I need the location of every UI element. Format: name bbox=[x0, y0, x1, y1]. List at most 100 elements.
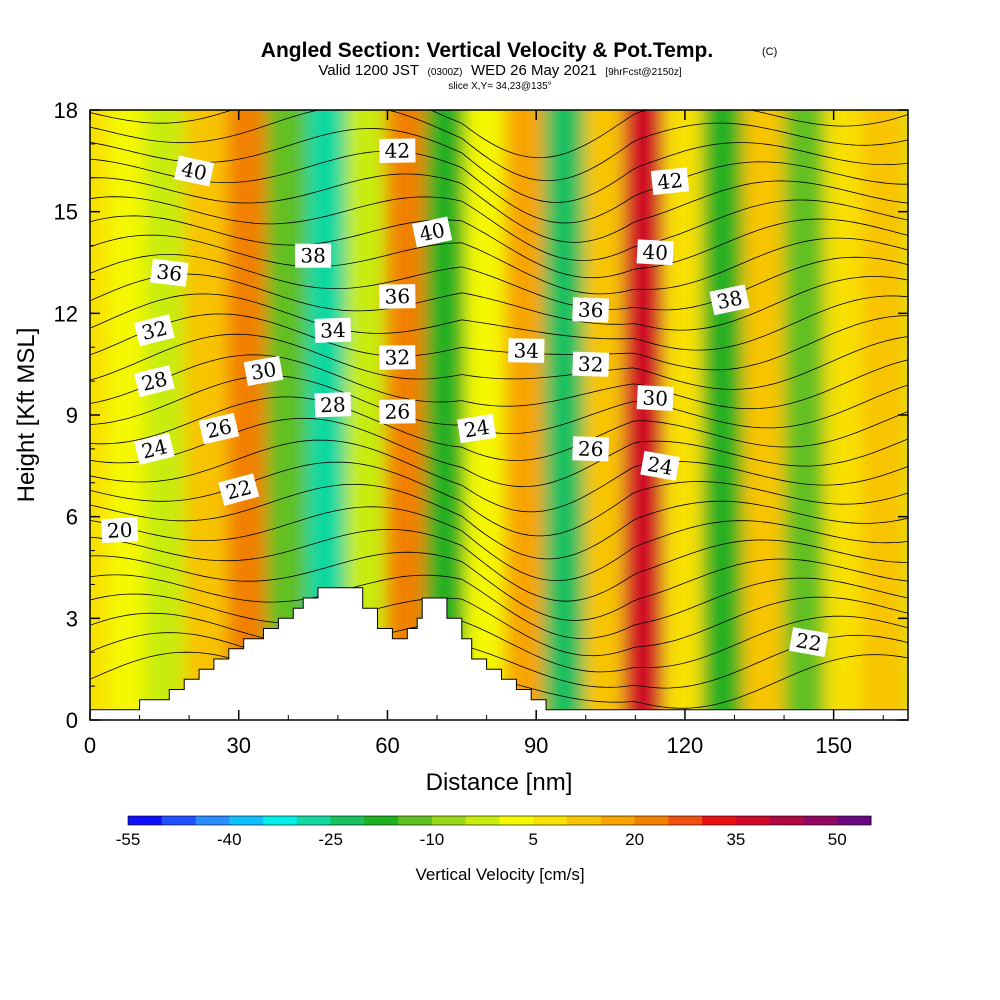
contour-label: 22 bbox=[218, 473, 260, 506]
colorbar-swatch bbox=[128, 816, 163, 825]
velocity-column bbox=[90, 110, 112, 720]
theta-contour-line bbox=[90, 173, 908, 243]
contour-label: 42 bbox=[650, 167, 690, 196]
contour-label: 26 bbox=[379, 399, 416, 424]
colorbar-swatch bbox=[161, 816, 197, 825]
contour-label-text: 38 bbox=[715, 285, 745, 314]
contour-label: 36 bbox=[379, 284, 416, 309]
velocity-column bbox=[702, 110, 747, 720]
colorbar-swatch bbox=[364, 816, 399, 825]
colorbar-swatch bbox=[634, 816, 669, 825]
theta-contour-line bbox=[90, 110, 908, 181]
contour-label: 42 bbox=[379, 138, 416, 164]
contour-label: 26 bbox=[572, 436, 610, 462]
theta-contour-line bbox=[90, 612, 908, 673]
contour-label-text: 30 bbox=[642, 385, 669, 410]
velocity-column bbox=[742, 110, 789, 720]
colorbar-swatch bbox=[600, 816, 636, 825]
theta-contour-line bbox=[90, 396, 908, 461]
contour-label: 36 bbox=[149, 258, 189, 287]
colorbar-swatch bbox=[398, 816, 433, 825]
contour-label: 24 bbox=[640, 450, 680, 481]
colorbar-tick-label: -40 bbox=[217, 830, 242, 849]
colorbar-tick-label: -10 bbox=[420, 830, 445, 849]
colorbar-swatch bbox=[229, 816, 264, 825]
y-tick-label: 9 bbox=[66, 403, 78, 428]
colorbar-swatch bbox=[431, 816, 467, 825]
colorbar-swatch bbox=[465, 816, 500, 825]
contour-label-text: 38 bbox=[300, 244, 325, 268]
contour-label-text: 30 bbox=[249, 357, 278, 385]
y-axis-label: Height [Kft MSL] bbox=[13, 328, 40, 503]
contour-label-text: 32 bbox=[384, 345, 410, 369]
contour-label: 40 bbox=[636, 239, 674, 266]
contour-label-text: 42 bbox=[656, 168, 684, 195]
colorbar-tick-label: 20 bbox=[625, 830, 644, 849]
chart-title: Angled Section: Vertical Velocity & Pot.… bbox=[261, 39, 713, 62]
x-tick-label: 150 bbox=[815, 733, 852, 758]
velocity-column bbox=[544, 110, 588, 720]
velocity-column bbox=[824, 110, 866, 720]
contour-label-text: 24 bbox=[645, 452, 674, 480]
slice-info: slice X,Y= 34,23@135° bbox=[448, 81, 551, 92]
contour-label-text: 42 bbox=[384, 138, 410, 162]
colorbar-tick-label: 35 bbox=[726, 830, 745, 849]
x-tick-label: 60 bbox=[375, 733, 399, 758]
contour-label: 22 bbox=[788, 627, 829, 658]
terrain-profile bbox=[90, 587, 908, 720]
theta-contour-line bbox=[90, 375, 908, 434]
theta-contour-line bbox=[90, 293, 908, 351]
theta-contour-line bbox=[90, 150, 908, 224]
colorbar-label: Vertical Velocity [cm/s] bbox=[415, 865, 584, 884]
x-axis-label: Distance [nm] bbox=[426, 769, 573, 796]
x-tick-label: 120 bbox=[667, 733, 704, 758]
colorbar-swatch bbox=[735, 816, 771, 825]
contour-label-text: 28 bbox=[139, 366, 170, 395]
contour-label-text: 36 bbox=[384, 284, 410, 308]
colorbar-swatch bbox=[263, 816, 298, 825]
colorbar-tick-label: -25 bbox=[318, 830, 343, 849]
colorbar-swatch bbox=[803, 816, 838, 825]
velocity-column bbox=[107, 110, 150, 720]
contour-label: 28 bbox=[314, 392, 352, 418]
theta-contour-line bbox=[90, 439, 908, 513]
theta-contour-line bbox=[90, 215, 908, 279]
contour-label-text: 40 bbox=[642, 240, 669, 265]
colorbar-tick-label: 5 bbox=[529, 830, 538, 849]
valid-time-jst: Valid 1200 JST bbox=[318, 62, 419, 79]
contour-label: 30 bbox=[636, 385, 674, 412]
theta-contour-line bbox=[90, 632, 908, 689]
theta-contour-line bbox=[90, 196, 908, 261]
contour-label-text: 32 bbox=[139, 316, 170, 345]
contour-label: 24 bbox=[134, 432, 175, 465]
contour-label: 24 bbox=[457, 413, 497, 444]
velocity-column bbox=[145, 110, 189, 720]
valid-time-line: Valid 1200 JST (0300Z) WED 26 May 2021 [… bbox=[318, 62, 681, 79]
y-tick-label: 18 bbox=[54, 98, 78, 123]
colorbar-swatch bbox=[499, 816, 534, 825]
contour-label-text: 24 bbox=[462, 415, 491, 443]
contour-label: 30 bbox=[243, 355, 284, 386]
x-tick-label: 30 bbox=[226, 733, 250, 758]
theta-contour-line bbox=[90, 354, 908, 410]
forecast-info: [9hrFcst@2150z] bbox=[605, 67, 682, 78]
contour-label: 34 bbox=[508, 338, 545, 363]
contour-label-text: 36 bbox=[155, 259, 183, 286]
colorbar-tick-label: -55 bbox=[116, 830, 141, 849]
contour-label-text: 40 bbox=[417, 218, 447, 247]
contour-label: 34 bbox=[314, 317, 352, 343]
potential-temperature-contours bbox=[90, 110, 908, 709]
x-tick-label: 90 bbox=[524, 733, 548, 758]
contour-label: 40 bbox=[173, 155, 215, 187]
y-tick-label: 12 bbox=[54, 301, 78, 326]
colorbar-swatch bbox=[837, 816, 872, 825]
theta-contour-line bbox=[90, 574, 908, 640]
contour-label: 38 bbox=[295, 243, 332, 268]
title-units: (C) bbox=[762, 46, 777, 58]
y-tick-label: 6 bbox=[66, 505, 78, 530]
y-tick-label: 15 bbox=[54, 200, 78, 225]
contour-label-text: 20 bbox=[106, 518, 133, 543]
x-axis: 0 30 60 90 120 150 bbox=[84, 110, 884, 758]
theta-contour-line bbox=[90, 254, 908, 311]
